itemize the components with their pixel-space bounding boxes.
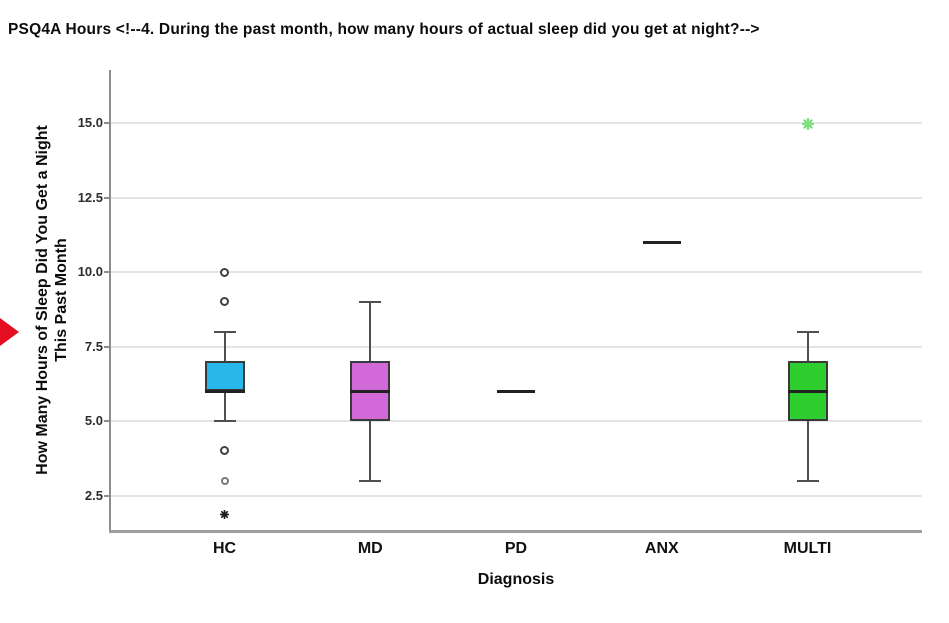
- whisker-cap-lower-MULTI: [796, 479, 819, 482]
- whisker-cap-lower-MD: [359, 479, 382, 482]
- y-tick-mark: [104, 494, 111, 497]
- whisker-lower-MD: [369, 421, 372, 481]
- whisker-cap-upper-MULTI: [796, 330, 819, 333]
- y-tick-mark: [104, 122, 111, 124]
- outlier-circle-HC-10: [220, 267, 229, 277]
- category-label-MULTI: MULTI: [783, 540, 832, 557]
- gridline: [111, 122, 922, 124]
- median-MULTI: [787, 389, 828, 393]
- y-tick-label: 12.5: [77, 189, 103, 205]
- box-HC: [204, 361, 245, 392]
- y-tick-label: 5.0: [84, 413, 103, 428]
- gridline: [111, 494, 922, 497]
- whisker-cap-upper-MD: [359, 300, 382, 303]
- question-title: PSQ4A Hours <!--4. During the past month…: [8, 21, 760, 38]
- x-axis-line: [109, 530, 922, 533]
- category-label-PD: PD: [504, 540, 528, 557]
- y-axis-line: [109, 70, 111, 532]
- outlier-circle-light-HC-3: [220, 476, 229, 485]
- median-HC: [204, 389, 245, 393]
- gridline: [111, 196, 922, 199]
- gridline: [111, 271, 922, 273]
- y-tick-label: 2.5: [84, 487, 103, 503]
- single-value-line-ANX: [642, 240, 681, 244]
- outlier-star-MULTI-15: [801, 117, 814, 131]
- category-label-HC: HC: [212, 540, 237, 557]
- y-tick-label: 15.0: [77, 115, 103, 130]
- category-label-ANX: ANX: [644, 540, 679, 557]
- whisker-upper-MULTI: [806, 331, 809, 362]
- median-MD: [350, 389, 391, 393]
- outlier-circle-HC-4: [220, 446, 229, 456]
- y-tick-mark: [104, 271, 111, 273]
- y-tick-label: 10.0: [77, 264, 103, 279]
- y-tick-label: 7.5: [84, 338, 103, 354]
- red-arrow-marker: [0, 318, 19, 346]
- x-axis-title: Diagnosis: [477, 571, 555, 588]
- gridline: [111, 420, 922, 422]
- category-label-MD: MD: [357, 540, 383, 557]
- y-tick-mark: [104, 420, 111, 422]
- outlier-star-HC-2: [219, 506, 230, 520]
- whisker-upper-MD: [369, 301, 372, 362]
- whisker-lower-MULTI: [806, 421, 809, 481]
- whisker-cap-upper-HC: [213, 330, 236, 333]
- y-tick-mark: [104, 345, 111, 348]
- whisker-lower-HC: [223, 391, 226, 421]
- single-value-line-PD: [497, 389, 535, 393]
- outlier-circle-HC-9: [220, 297, 229, 307]
- whisker-upper-HC: [223, 331, 226, 362]
- y-tick-mark: [104, 196, 111, 199]
- whisker-cap-lower-HC: [213, 420, 236, 422]
- gridline: [111, 345, 922, 348]
